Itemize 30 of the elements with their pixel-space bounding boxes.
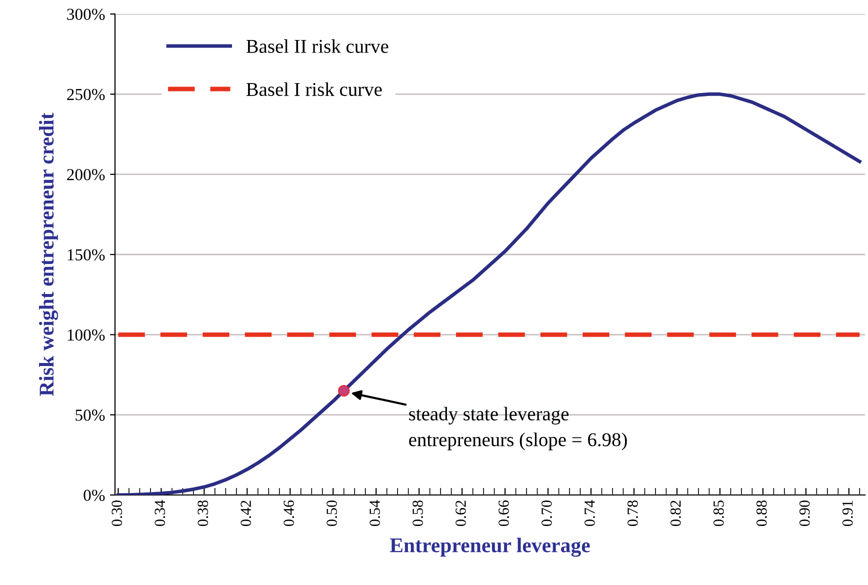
y-tick-label: 50% bbox=[76, 410, 105, 421]
y-axis-title: Risk weight entrepreneur credit bbox=[39, 112, 58, 396]
x-tick-label: 0.88 bbox=[756, 500, 767, 526]
x-tick-label: 0.54 bbox=[370, 500, 380, 526]
x-tick-label: 0.34 bbox=[154, 500, 166, 526]
y-tick-label: 150% bbox=[68, 249, 105, 260]
y-tick-label: 250% bbox=[67, 88, 105, 100]
y-tick-label: 200% bbox=[67, 169, 105, 180]
y-tick-label: 0% bbox=[84, 490, 105, 501]
y-tick-label: 100% bbox=[68, 329, 105, 341]
x-tick-label: 0.30 bbox=[112, 500, 122, 526]
x-tick-label: 0.70 bbox=[542, 500, 552, 526]
x-tick-label: 0.46 bbox=[284, 500, 294, 526]
x-tick-label: 0.58 bbox=[412, 500, 423, 526]
annotation: steady state leverage entrepreneurs (slope = 6.98) bbox=[409, 406, 627, 450]
x-tick-label: 0.85 bbox=[713, 500, 724, 526]
legend-label: Basel II risk curve bbox=[246, 39, 388, 53]
x-axis-title: Entrepreneur leverage bbox=[390, 538, 590, 557]
legend-label: Basel I risk curve bbox=[246, 82, 382, 96]
x-tick-label: 0.82 bbox=[670, 500, 681, 526]
y-tick-label: 300% bbox=[67, 8, 105, 20]
x-tick-label: 0.50 bbox=[326, 500, 338, 526]
x-tick-label: 0.42 bbox=[240, 500, 252, 526]
x-tick-label: 0.66 bbox=[498, 500, 509, 526]
x-tick-label: 0.74 bbox=[584, 500, 595, 526]
x-tick-label: 0.78 bbox=[627, 500, 638, 526]
x-tick-label: 0.90 bbox=[799, 500, 810, 526]
x-tick-label: 0.62 bbox=[456, 500, 466, 526]
x-tick-label: 0.38 bbox=[198, 500, 208, 526]
x-tick-label: 0.91 bbox=[842, 500, 853, 526]
